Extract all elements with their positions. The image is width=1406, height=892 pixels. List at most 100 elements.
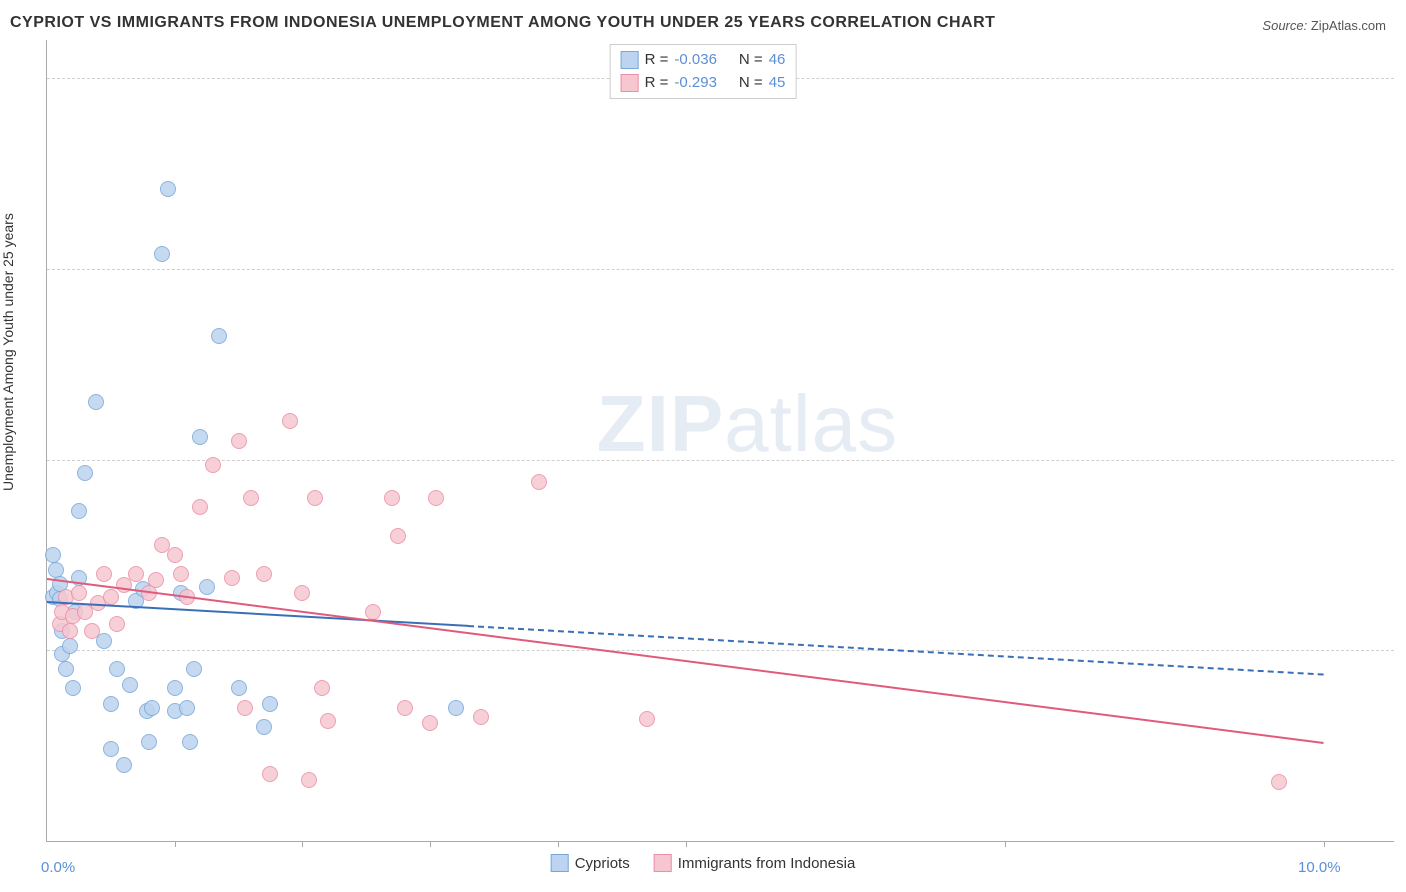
data-point bbox=[103, 741, 119, 757]
data-point bbox=[148, 572, 164, 588]
legend-row: R =-0.036 N = 46 bbox=[621, 49, 786, 72]
data-point bbox=[365, 604, 381, 620]
data-point bbox=[531, 474, 547, 490]
x-tick bbox=[1005, 841, 1006, 847]
data-point bbox=[282, 413, 298, 429]
data-point bbox=[428, 490, 444, 506]
data-point bbox=[144, 700, 160, 716]
legend-series-name: Immigrants from Indonesia bbox=[678, 855, 856, 872]
data-point bbox=[84, 623, 100, 639]
legend-r-label: R = bbox=[645, 49, 669, 72]
data-point bbox=[179, 700, 195, 716]
chart-title: CYPRIOT VS IMMIGRANTS FROM INDONESIA UNE… bbox=[10, 14, 995, 32]
gridline bbox=[47, 269, 1394, 270]
data-point bbox=[128, 566, 144, 582]
x-tick bbox=[430, 841, 431, 847]
series-legend: Cypriots Immigrants from Indonesia bbox=[551, 854, 856, 872]
data-point bbox=[256, 566, 272, 582]
data-point bbox=[192, 499, 208, 515]
data-point bbox=[182, 734, 198, 750]
data-point bbox=[211, 328, 227, 344]
data-point bbox=[307, 490, 323, 506]
data-point bbox=[422, 715, 438, 731]
watermark: ZIPatlas bbox=[597, 378, 898, 470]
watermark-atlas: atlas bbox=[724, 379, 898, 468]
watermark-zip: ZIP bbox=[597, 379, 724, 468]
data-point bbox=[103, 589, 119, 605]
x-tick bbox=[175, 841, 176, 847]
legend-item: Immigrants from Indonesia bbox=[654, 854, 856, 872]
data-point bbox=[103, 696, 119, 712]
data-point bbox=[224, 570, 240, 586]
data-point bbox=[473, 709, 489, 725]
legend-swatch bbox=[621, 74, 639, 92]
data-point bbox=[88, 394, 104, 410]
data-point bbox=[320, 713, 336, 729]
data-point bbox=[397, 700, 413, 716]
legend-row: R =-0.293 N = 45 bbox=[621, 72, 786, 95]
x-tick-label-right: 10.0% bbox=[1298, 859, 1341, 876]
trend-line bbox=[47, 578, 1324, 744]
data-point bbox=[71, 503, 87, 519]
data-point bbox=[62, 623, 78, 639]
data-point bbox=[192, 429, 208, 445]
legend-n-value: 45 bbox=[769, 72, 786, 95]
data-point bbox=[160, 181, 176, 197]
legend-n-label: N = bbox=[739, 49, 763, 72]
data-point bbox=[243, 490, 259, 506]
data-point bbox=[173, 566, 189, 582]
data-point bbox=[1271, 774, 1287, 790]
data-point bbox=[58, 661, 74, 677]
data-point bbox=[167, 547, 183, 563]
data-point bbox=[141, 734, 157, 750]
data-point bbox=[122, 677, 138, 693]
data-point bbox=[62, 638, 78, 654]
legend-swatch bbox=[654, 854, 672, 872]
gridline bbox=[47, 460, 1394, 461]
data-point bbox=[116, 757, 132, 773]
gridline bbox=[47, 650, 1394, 651]
data-point bbox=[109, 661, 125, 677]
chart-container: CYPRIOT VS IMMIGRANTS FROM INDONESIA UNE… bbox=[0, 0, 1406, 892]
data-point bbox=[45, 547, 61, 563]
legend-series-name: Cypriots bbox=[575, 855, 630, 872]
legend-r-value: -0.036 bbox=[674, 49, 717, 72]
data-point bbox=[71, 585, 87, 601]
legend-item: Cypriots bbox=[551, 854, 630, 872]
y-axis-label: Unemployment Among Youth under 25 years bbox=[0, 213, 16, 491]
legend-n-label: N = bbox=[739, 72, 763, 95]
data-point bbox=[199, 579, 215, 595]
x-tick bbox=[302, 841, 303, 847]
data-point bbox=[205, 457, 221, 473]
legend-r-label: R = bbox=[645, 72, 669, 95]
data-point bbox=[237, 700, 253, 716]
data-point bbox=[262, 696, 278, 712]
source-label: Source: bbox=[1262, 18, 1307, 33]
data-point bbox=[231, 433, 247, 449]
x-tick bbox=[686, 841, 687, 847]
x-tick bbox=[1324, 841, 1325, 847]
data-point bbox=[639, 711, 655, 727]
data-point bbox=[294, 585, 310, 601]
data-point bbox=[390, 528, 406, 544]
data-point bbox=[256, 719, 272, 735]
data-point bbox=[262, 766, 278, 782]
legend-swatch bbox=[621, 51, 639, 69]
legend-r-value: -0.293 bbox=[674, 72, 717, 95]
data-point bbox=[186, 661, 202, 677]
data-point bbox=[96, 633, 112, 649]
x-tick-label-left: 0.0% bbox=[41, 859, 75, 876]
x-tick bbox=[558, 841, 559, 847]
legend-n-value: 46 bbox=[769, 49, 786, 72]
source-attribution: Source: ZipAtlas.com bbox=[1262, 18, 1386, 33]
data-point bbox=[116, 577, 132, 593]
data-point bbox=[314, 680, 330, 696]
correlation-legend: R =-0.036 N = 46 R =-0.293 N = 45 bbox=[610, 44, 797, 99]
data-point bbox=[154, 246, 170, 262]
data-point bbox=[448, 700, 464, 716]
data-point bbox=[231, 680, 247, 696]
data-point bbox=[109, 616, 125, 632]
data-point bbox=[301, 772, 317, 788]
plot-area: ZIPatlas 10.0%20.0%30.0%40.0% bbox=[46, 40, 1394, 842]
data-point bbox=[384, 490, 400, 506]
